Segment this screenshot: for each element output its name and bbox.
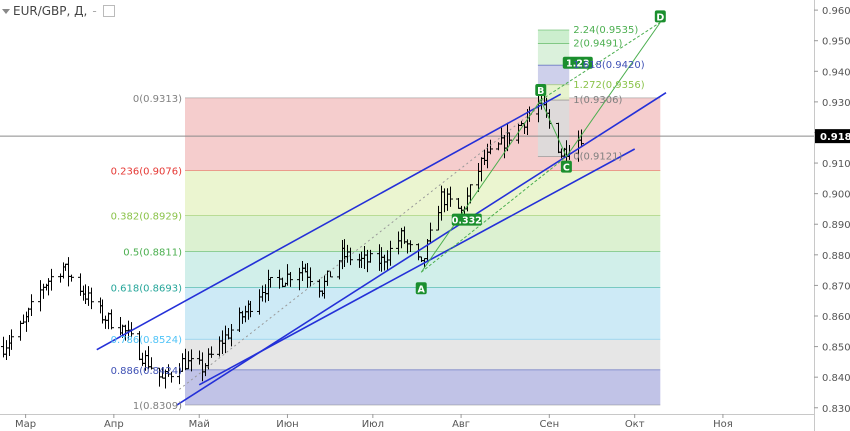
abcd-ac-line — [420, 156, 567, 273]
dotted-trend-line — [178, 107, 539, 390]
point-c-label-bg — [560, 160, 572, 173]
fib-ext-label: 0(0.9121) — [573, 152, 622, 163]
fib-ext-zone — [537, 43, 570, 66]
time-tick-label: Июл — [362, 419, 384, 430]
ratio-label-bg — [451, 213, 482, 226]
time-tick-label: Апр — [104, 419, 124, 430]
abcd-pattern-line — [420, 22, 661, 273]
chart-header: EUR/GBP, Д, - — [2, 3, 115, 19]
fib-zone — [185, 215, 661, 252]
fib-ext-label: 2(0.9491) — [573, 38, 622, 49]
channel-lower-line — [198, 148, 636, 386]
point-a-label-bg — [415, 282, 427, 295]
point-a-label: A — [418, 284, 426, 295]
price-axis-bg — [814, 0, 850, 431]
point-d-label: D — [656, 12, 664, 23]
channel-upper-line — [96, 93, 562, 351]
fib-level-label: 0.618(0.8693) — [111, 284, 183, 295]
current-price-label: 0.9188 — [820, 132, 850, 143]
symbol-title[interactable]: EUR/GBP, Д, — [13, 4, 88, 18]
fib-zone — [185, 170, 661, 216]
point-d-label-bg — [654, 10, 666, 23]
collapse-arrow-icon[interactable] — [2, 8, 10, 14]
partial-ratio-label-bg — [562, 56, 593, 69]
time-tick-label: Июн — [276, 419, 298, 430]
fib-level-label: 0.382(0.8929) — [111, 211, 183, 222]
fib-level-label: 0(0.9313) — [133, 94, 182, 105]
fib-ext-zone — [537, 30, 570, 44]
fib-ext-label: 1.272(0.9356) — [573, 80, 645, 91]
time-tick-label: Авг — [452, 419, 470, 430]
point-c-label: C — [563, 163, 570, 174]
fib-zone — [185, 287, 661, 340]
fib-level-label: 1(0.8309) — [133, 401, 182, 412]
time-tick-label: Мар — [15, 419, 36, 430]
fib-ext-label: 2.24(0.9535) — [573, 25, 638, 36]
fib-level-label: 0.236(0.9076) — [111, 166, 183, 177]
fib-ext-zone — [537, 65, 570, 85]
time-tick-label: Окт — [625, 419, 645, 430]
point-b-label: B — [537, 86, 544, 97]
current-price-box — [815, 129, 850, 144]
fib-zone — [185, 369, 661, 406]
ratio-label: 0.332 — [452, 216, 482, 227]
partial-ratio-label: 1.23 — [566, 59, 589, 70]
fib-level-label: 0.5(0.8811) — [123, 247, 182, 258]
abcd-bd-line — [540, 21, 661, 101]
fib-level-label: 0.886(0.8424) — [111, 366, 183, 377]
point-b-label-bg — [535, 84, 547, 97]
fib-ext-label: 1(0.9306) — [573, 95, 622, 106]
fib-zone — [185, 339, 661, 370]
checkbox-icon[interactable] — [102, 5, 115, 17]
time-axis-bg — [0, 414, 814, 431]
time-tick-label: Май — [189, 419, 210, 430]
time-tick-label: Ноя — [713, 419, 733, 430]
fib-ext-label: 1.618(0.9420) — [573, 60, 645, 71]
fib-level-label: 0.786(0.8524) — [111, 335, 183, 346]
time-tick-label: Сен — [539, 419, 559, 430]
hide-indicator-button[interactable]: - — [92, 4, 97, 18]
